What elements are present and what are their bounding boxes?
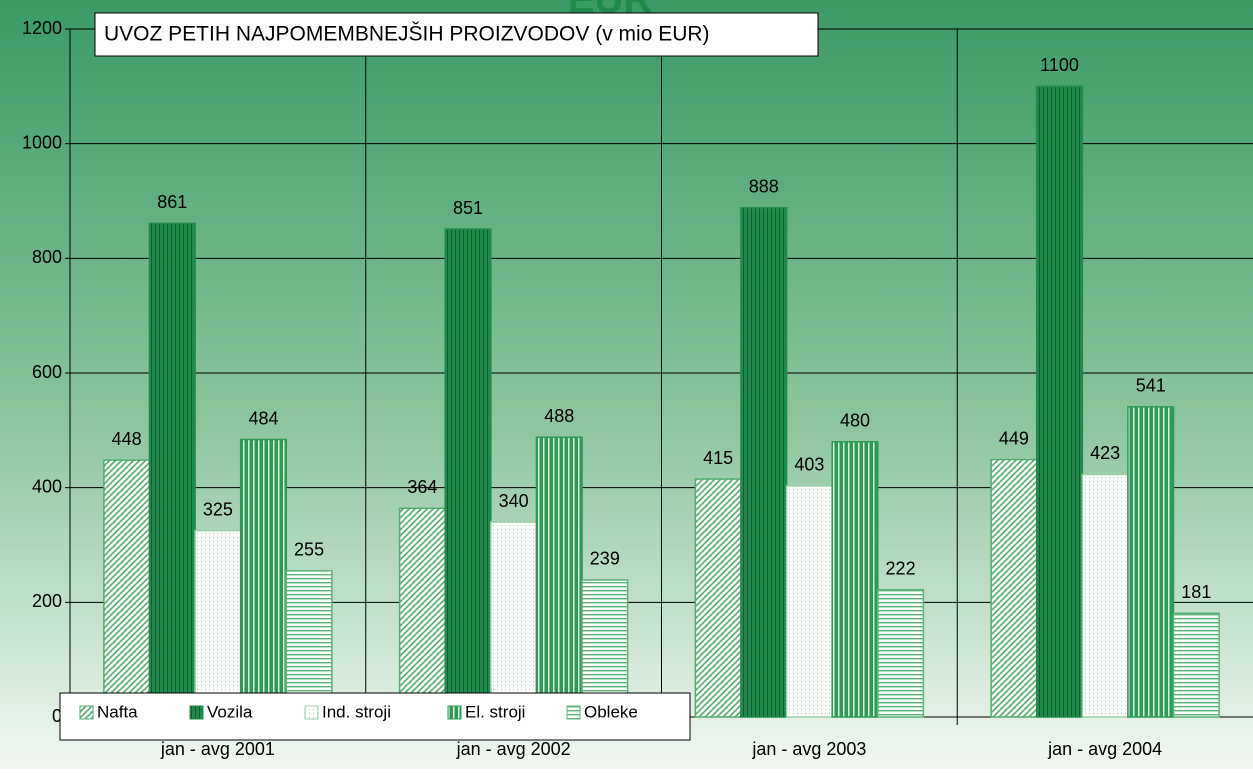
data-label: 325 (203, 499, 233, 519)
bar (1127, 406, 1175, 718)
bar (990, 458, 1038, 718)
legend-label: Nafta (97, 702, 138, 721)
y-tick-label: 1200 (22, 18, 62, 38)
data-label: 449 (999, 428, 1029, 448)
data-label: 403 (794, 455, 824, 475)
legend-label: Vozila (207, 702, 253, 721)
x-tick-label: jan - avg 2003 (751, 739, 866, 759)
y-tick-label: 0 (52, 706, 62, 726)
bar (398, 507, 446, 718)
bar (831, 441, 879, 718)
data-label: 480 (840, 411, 870, 431)
data-label: 851 (453, 198, 483, 218)
data-label: 340 (499, 491, 529, 511)
data-label: 181 (1181, 582, 1211, 602)
legend-swatch (304, 705, 319, 720)
data-label: 1100 (1040, 55, 1079, 75)
bar (1172, 612, 1220, 718)
legend-label: El. stroji (465, 702, 525, 721)
legend (59, 692, 691, 741)
chart-title: UVOZ PETIH NAJPOMEMBNEJŠIH PROIZVODOV (v… (104, 23, 710, 46)
data-label: 423 (1090, 443, 1120, 463)
bar (194, 529, 242, 718)
legend-swatch (79, 705, 94, 720)
y-tick-label: 200 (32, 591, 62, 611)
data-label: 888 (749, 177, 779, 197)
data-label: 255 (294, 540, 324, 560)
data-label: 541 (1136, 376, 1166, 396)
bar (490, 521, 538, 718)
x-tick-label: jan - avg 2002 (456, 739, 571, 759)
bar (103, 459, 151, 718)
bar (535, 436, 583, 718)
data-label: 861 (157, 192, 187, 212)
bar (1081, 473, 1129, 718)
data-label: 448 (112, 429, 142, 449)
y-tick-label: 1000 (22, 132, 62, 152)
y-tick-label: 600 (32, 362, 62, 382)
data-label: 239 (590, 549, 620, 569)
bar (694, 478, 742, 718)
legend-swatch (566, 705, 581, 720)
data-label: 488 (544, 406, 574, 426)
title-box (94, 12, 819, 57)
bar (239, 438, 288, 718)
bar (785, 485, 833, 718)
bar (148, 222, 196, 718)
bar (740, 207, 788, 718)
x-tick-label: jan - avg 2004 (1047, 739, 1162, 759)
data-label: 364 (407, 477, 437, 497)
data-label: 484 (248, 408, 278, 428)
bar (877, 588, 925, 718)
y-tick-label: 400 (32, 476, 62, 496)
data-label: 222 (886, 558, 916, 578)
x-tick-label: jan - avg 2001 (160, 739, 275, 759)
y-tick-label: 800 (32, 247, 62, 267)
bar (1035, 85, 1084, 718)
data-label: 415 (703, 448, 733, 468)
legend-label: Obleke (584, 702, 638, 721)
legend-label: Ind. stroji (322, 702, 391, 721)
legend-swatch (447, 705, 462, 720)
legend-swatch (189, 705, 204, 720)
bar (444, 228, 492, 718)
